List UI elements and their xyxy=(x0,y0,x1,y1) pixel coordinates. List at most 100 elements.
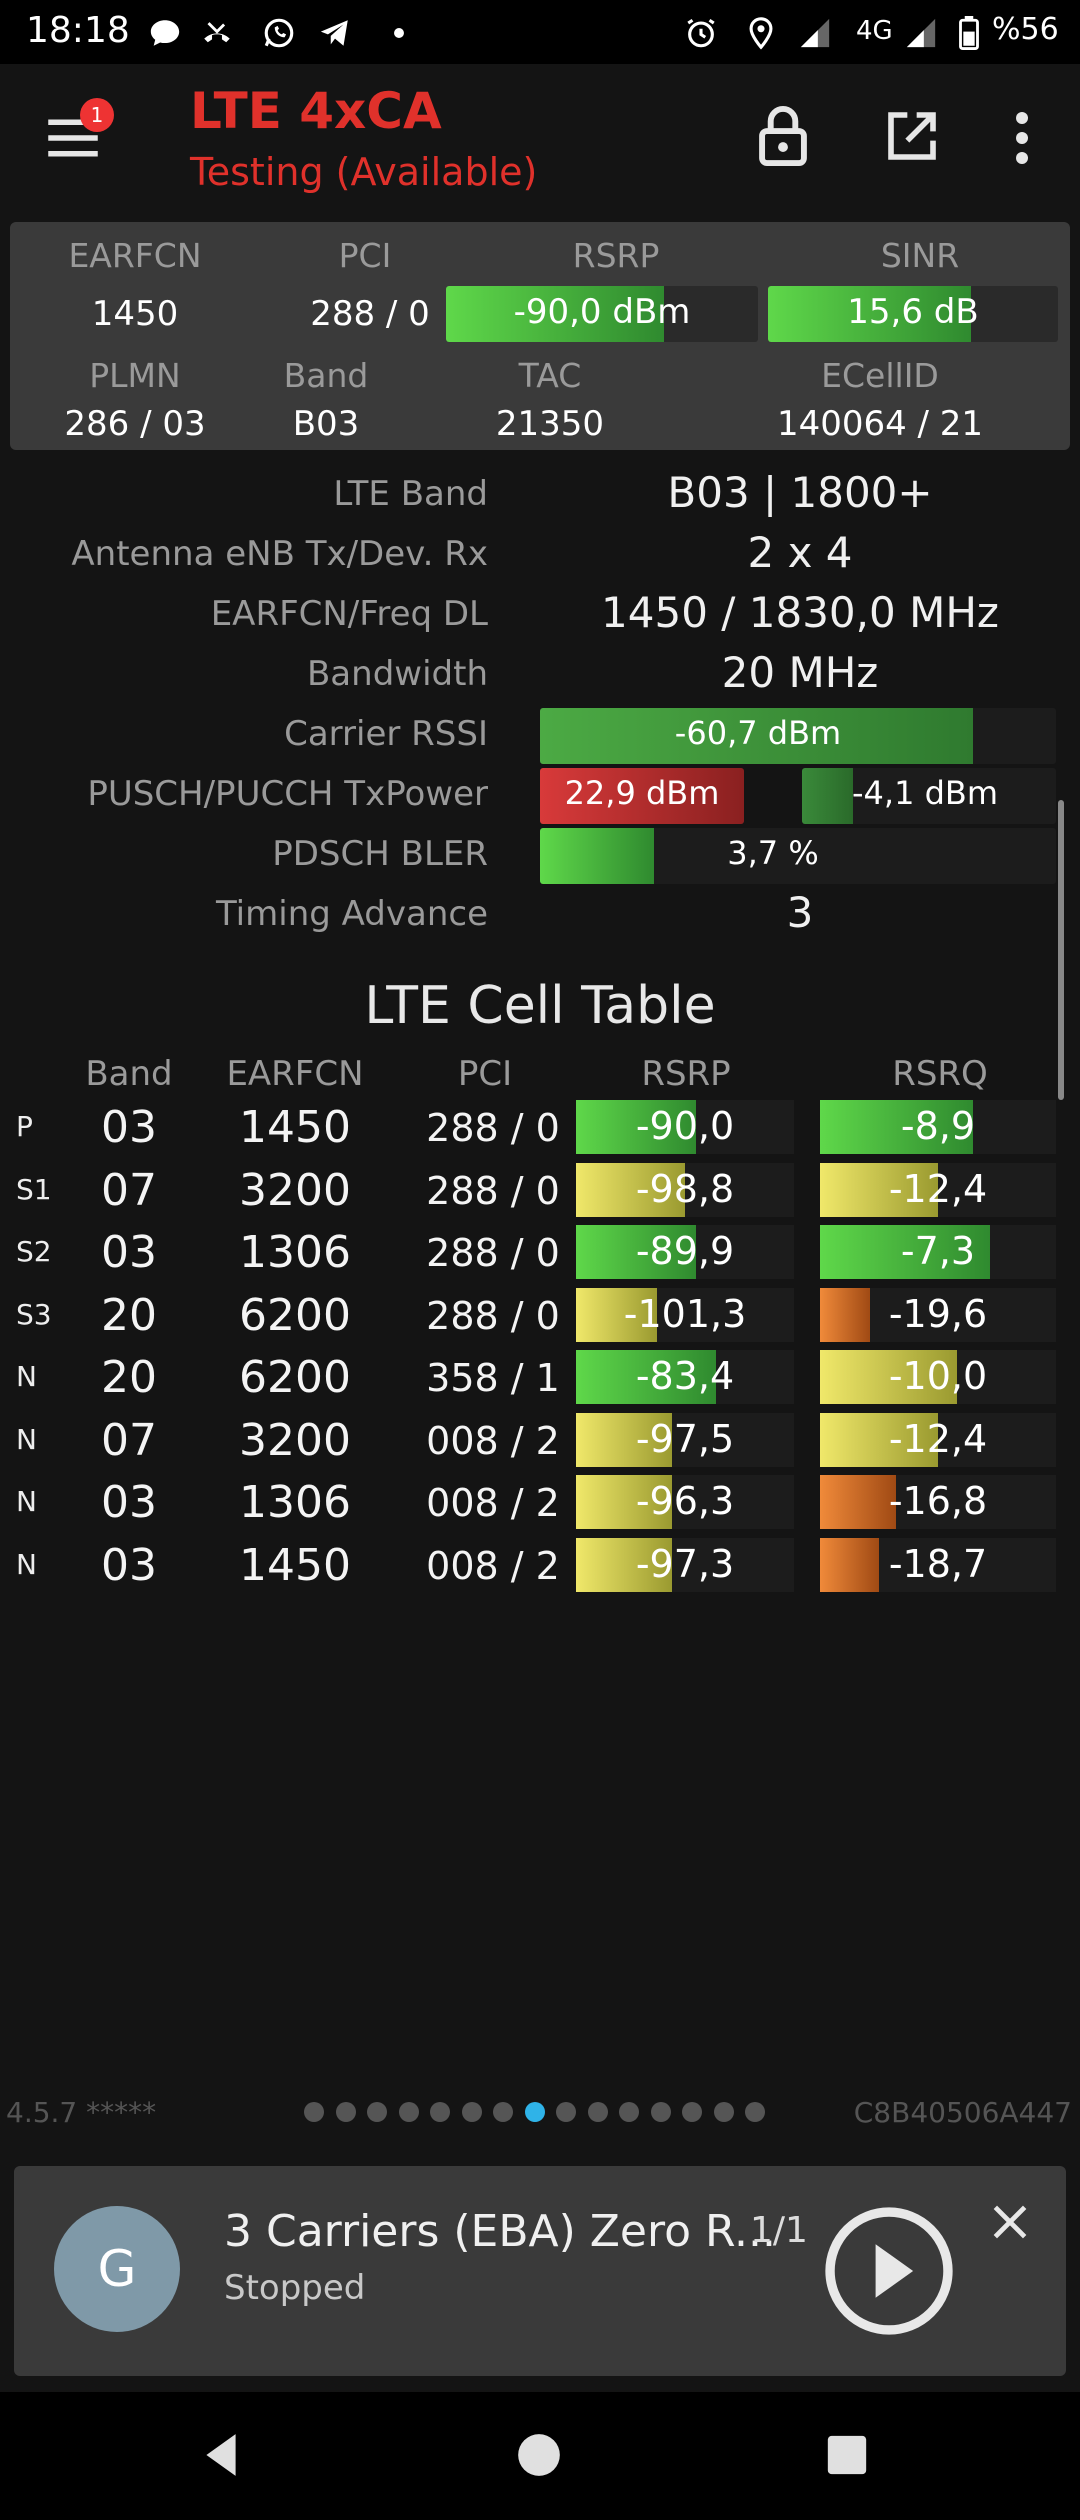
navigation-bar xyxy=(0,2392,1080,2520)
carrier-rssi-label: Carrier RSSI xyxy=(284,714,488,754)
page-dot[interactable] xyxy=(619,2102,639,2122)
chat-icon xyxy=(150,20,180,46)
cell-rsrp-bar: -97,5 xyxy=(576,1412,794,1467)
battery-icon xyxy=(959,16,979,50)
cell-pci: 288 / 0 xyxy=(426,1168,560,1213)
table-row: N 03 1306 008 / 2 -96,3 -16,8 xyxy=(0,1471,1080,1533)
cell-rsrq-fill xyxy=(820,1350,957,1404)
cell-rsrp-bar: -90,0 xyxy=(576,1100,794,1154)
lock-icon[interactable] xyxy=(758,104,808,168)
page-dot[interactable] xyxy=(398,2102,419,2122)
cell-band: 20 xyxy=(101,1289,157,1341)
battery-level: %56 xyxy=(992,12,1059,47)
cell-rsrp-fill xyxy=(576,1287,657,1342)
earfcn-freq-label: EARFCN/Freq DL xyxy=(210,594,488,634)
media-status: Stopped xyxy=(224,2268,366,2308)
table-row: S1 07 3200 288 / 0 -98,8 -12,4 xyxy=(0,1159,1080,1221)
page-dot[interactable] xyxy=(524,2102,545,2122)
cell-rsrq-bar: -10,0 xyxy=(820,1350,1056,1404)
cell-pci: 288 / 0 xyxy=(426,1231,560,1275)
pucch-value: -4,1 dBm xyxy=(852,774,999,812)
cell-earfcn: 3200 xyxy=(239,1164,351,1216)
earfcn-value: 1450 xyxy=(91,294,179,334)
cell-rsrp: -97,5 xyxy=(635,1416,735,1461)
cell-rsrq-fill xyxy=(820,1100,974,1154)
cell-rsrq: -8,9 xyxy=(900,1104,976,1148)
more-vert-icon[interactable] xyxy=(1006,108,1038,168)
table-row: S3 20 6200 288 / 0 -101,3 -19,6 xyxy=(0,1284,1080,1346)
carrier-rssi-meter: -60,7 dBm xyxy=(540,708,1056,764)
cell-rsrp-fill xyxy=(576,1162,685,1217)
network-type: 4G xyxy=(856,16,893,46)
tac-value: 21350 xyxy=(495,404,605,444)
pusch-meter: 22,9 dBm xyxy=(540,768,744,824)
cell-rsrp: -83,4 xyxy=(635,1354,735,1398)
cell-band: 03 xyxy=(101,1102,157,1153)
cell-rsrq-bar: -12,4 xyxy=(820,1162,1056,1217)
recents-icon[interactable] xyxy=(824,2432,870,2478)
location-icon xyxy=(749,17,773,50)
col-earfcn: EARFCN xyxy=(226,1054,364,1094)
status-time: 18:18 xyxy=(26,10,130,51)
summary-panel: EARFCN PCI RSRP SINR 1450 288 / 0 -90,0 … xyxy=(10,222,1070,450)
band-value: B03 xyxy=(292,404,360,444)
cell-rsrq-fill xyxy=(820,1225,990,1279)
cell-earfcn: 6200 xyxy=(239,1289,351,1341)
page-dot[interactable] xyxy=(493,2102,513,2122)
home-icon[interactable] xyxy=(514,2430,564,2480)
pci-value: 288 / 0 xyxy=(310,294,430,334)
pucch-meter: -4,1 dBm xyxy=(802,768,1056,824)
cell-rsrp: -101,3 xyxy=(623,1291,747,1336)
cell-rsrq: -16,8 xyxy=(888,1479,988,1523)
cell-rsrp: -89,9 xyxy=(635,1229,735,1273)
lte-band-value: B03 | 1800+ xyxy=(667,468,933,517)
cell-rsrp-bar: -98,8 xyxy=(576,1162,794,1217)
pci-header: PCI xyxy=(338,236,392,275)
cell-pci: 288 / 0 xyxy=(426,1293,560,1338)
pusch-value: 22,9 dBm xyxy=(564,774,720,812)
media-title: 3 Carriers (EBA) Zero R... xyxy=(224,2206,776,2257)
cell-earfcn: 3200 xyxy=(239,1414,351,1466)
table-row: S2 03 1306 288 / 0 -89,9 -7,3 xyxy=(0,1221,1080,1283)
cell-type: S2 xyxy=(16,1235,52,1268)
page-dot[interactable] xyxy=(556,2102,576,2122)
page-dot[interactable] xyxy=(650,2102,671,2122)
cell-rsrq: -12,4 xyxy=(888,1416,988,1461)
device-id: C8B40506A447 xyxy=(853,2096,1072,2129)
page-dot[interactable] xyxy=(587,2102,608,2122)
page-dot[interactable] xyxy=(367,2102,387,2122)
cell-rsrp: -96,3 xyxy=(635,1479,735,1523)
page-dot[interactable] xyxy=(713,2102,734,2122)
cell-rsrq-bar: -18,7 xyxy=(820,1537,1056,1592)
cell-rsrq-fill xyxy=(820,1537,879,1592)
page-dot[interactable] xyxy=(682,2102,702,2122)
cell-rsrp: -97,3 xyxy=(635,1541,735,1586)
sinr-meter: 15,6 dB xyxy=(768,286,1058,342)
play-icon[interactable] xyxy=(822,2204,956,2338)
cell-rsrq-fill xyxy=(820,1412,938,1467)
page-dot[interactable] xyxy=(461,2102,482,2122)
page-dot[interactable] xyxy=(430,2102,450,2122)
open-external-icon[interactable] xyxy=(884,108,940,164)
close-icon[interactable] xyxy=(988,2200,1032,2244)
status-bar: 18:18 4G %56 xyxy=(0,0,1080,64)
sinr-value: 15,6 dB xyxy=(847,292,979,332)
cell-rsrp-fill xyxy=(576,1537,672,1592)
cell-rsrq-bar: -7,3 xyxy=(820,1225,1056,1279)
cell-rsrp-bar: -97,3 xyxy=(576,1537,794,1592)
cell-rsrp-bar: -89,9 xyxy=(576,1225,794,1279)
table-row: N 07 3200 008 / 2 -97,5 -12,4 xyxy=(0,1409,1080,1471)
tac-header: TAC xyxy=(518,356,582,395)
app-subtitle: Testing (Available) xyxy=(190,150,538,194)
cell-rsrp-fill xyxy=(576,1350,716,1404)
cell-rsrp-fill xyxy=(576,1412,672,1467)
txpower-label: PUSCH/PUCCH TxPower xyxy=(87,774,488,814)
back-icon[interactable] xyxy=(196,2430,246,2480)
page-dot[interactable] xyxy=(745,2102,765,2122)
bandwidth-label: Bandwidth xyxy=(306,654,488,694)
page-dot[interactable] xyxy=(304,2102,324,2122)
media-notification[interactable]: G 3 Carriers (EBA) Zero R... 1/1 Stopped xyxy=(14,2166,1066,2376)
cell-rsrp-bar: -83,4 xyxy=(576,1350,794,1404)
page-dot[interactable] xyxy=(335,2102,356,2122)
scrollbar[interactable] xyxy=(1058,800,1064,1100)
